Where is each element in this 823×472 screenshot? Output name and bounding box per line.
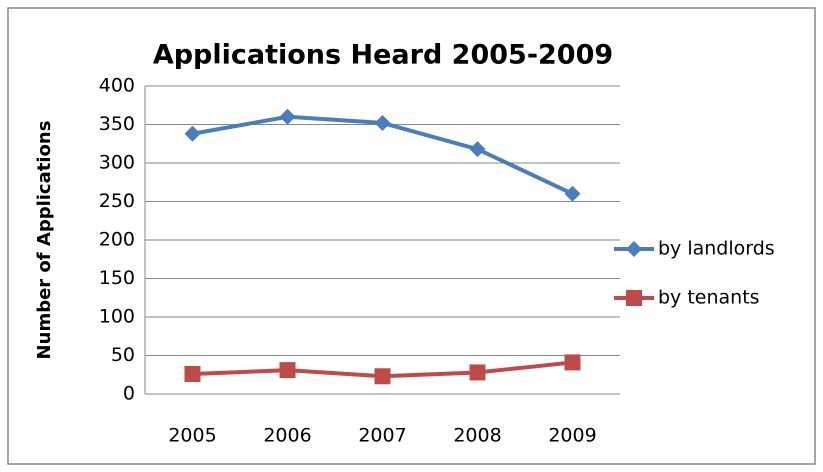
y-tick-label: 400 bbox=[99, 75, 135, 97]
y-tick-label: 350 bbox=[99, 113, 135, 135]
data-point bbox=[469, 141, 486, 158]
data-point bbox=[279, 362, 296, 379]
chart-border bbox=[7, 7, 816, 465]
data-point bbox=[469, 364, 486, 381]
data-point bbox=[279, 108, 296, 125]
data-point bbox=[184, 365, 201, 382]
y-tick-label: 50 bbox=[111, 344, 135, 366]
data-point bbox=[374, 114, 391, 131]
data-point bbox=[184, 125, 201, 142]
y-tick-label: 100 bbox=[99, 306, 135, 328]
x-tick-label: 2006 bbox=[263, 425, 311, 447]
y-axis-label: Number of Applications bbox=[34, 121, 55, 360]
y-tick-label: 250 bbox=[99, 190, 135, 212]
x-tick-label: 2009 bbox=[548, 425, 596, 447]
legend-marker bbox=[626, 290, 642, 306]
y-tick-label: 300 bbox=[99, 152, 135, 174]
y-tick-label: 0 bbox=[123, 383, 135, 405]
data-point bbox=[564, 354, 581, 371]
x-tick-label: 2007 bbox=[358, 425, 406, 447]
y-tick-label: 200 bbox=[99, 229, 135, 251]
chart-title: Applications Heard 2005-2009 bbox=[153, 40, 613, 71]
y-tick-label: 150 bbox=[99, 267, 135, 289]
data-point bbox=[564, 185, 581, 202]
legend-marker bbox=[626, 241, 642, 257]
legend-label: by tenants bbox=[658, 287, 760, 309]
legend-label: by landlords bbox=[658, 238, 775, 260]
x-tick-label: 2008 bbox=[453, 425, 501, 447]
x-tick-label: 2005 bbox=[168, 425, 216, 447]
data-point bbox=[374, 368, 391, 385]
